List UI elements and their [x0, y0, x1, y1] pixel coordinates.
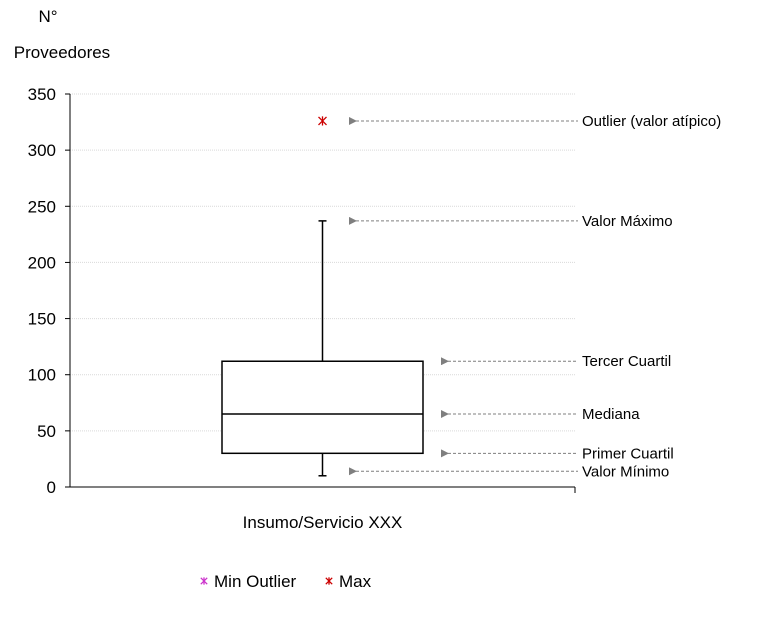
x-axis: Insumo/Servicio XXX [70, 486, 576, 532]
legend-label: Max [339, 572, 372, 591]
x-category-label: Insumo/Servicio XXX [243, 513, 403, 532]
annotation-label: Primer Cuartil [582, 445, 674, 462]
y-axis-label-line1: N° [38, 7, 57, 26]
y-tick-label: 100 [28, 366, 56, 385]
y-axis: 0 50 100 150 200 250 300 350 [28, 85, 71, 497]
interquartile-box [221, 360, 424, 455]
y-tick-label: 50 [37, 422, 56, 441]
legend-marker [200, 577, 208, 585]
legend: Min Outlier Max [200, 572, 372, 591]
y-tick-label: 250 [28, 197, 56, 216]
annotation-label: Tercer Cuartil [582, 353, 671, 370]
legend-marker [325, 577, 333, 585]
annotation-label: Mediana [582, 406, 640, 423]
legend-label: Min Outlier [214, 572, 297, 591]
annotation-label: Valor Mínimo [582, 463, 669, 480]
y-tick-label: 300 [28, 141, 56, 160]
annotation-label: Outlier (valor atípico) [582, 113, 721, 130]
annotations: Outlier (valor atípico) Valor Máximo Terce… [349, 113, 721, 480]
annotation-label: Valor Máximo [582, 213, 673, 230]
y-tick-label: 150 [28, 310, 56, 329]
y-tick-label: 0 [47, 478, 56, 497]
y-tick-label: 200 [28, 253, 56, 272]
box-plot [221, 116, 424, 477]
y-axis-label-line2: Proveedores [14, 43, 110, 62]
outlier-point [318, 116, 327, 126]
y-tick-label: 350 [28, 85, 56, 104]
